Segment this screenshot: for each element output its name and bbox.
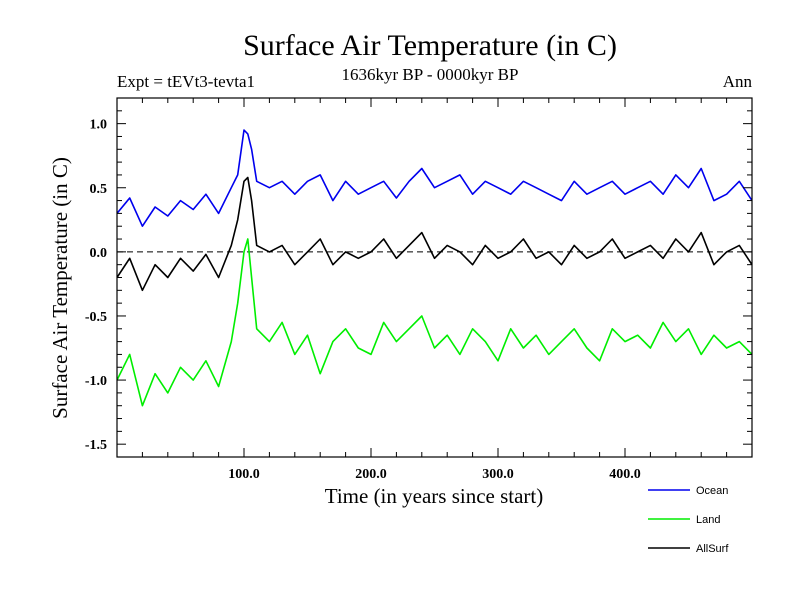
chart-subtitle-left: Expt = tEVt3-tevta1 [117,72,255,91]
x-axis-label: Time (in years since start) [325,484,544,508]
legend-label-allsurf: AllSurf [696,543,729,555]
chart-subtitle-right: Ann [723,72,753,91]
plot-frame [116,97,753,458]
y-tick-label: -0.5 [85,310,107,325]
y-tick-label: 1.0 [90,118,108,133]
chart-title: Surface Air Temperature (in C) [243,29,617,62]
legend-label-land: Land [696,514,720,526]
series-line-land [117,238,752,407]
series-line-ocean [117,129,752,227]
plot-area: 100.0 200.0 300.0 400.0 1.0 0.5 0.0 -0.5 -1.0 -1.… [85,97,753,482]
x-tick-label: 100.0 [228,467,260,482]
x-tick-label: 200.0 [355,467,387,482]
x-tick-label: 300.0 [482,467,514,482]
y-tick-label: 0.0 [90,246,108,261]
legend-label-ocean: Ocean [696,485,728,497]
x-tick-label: 400.0 [609,467,641,482]
y-tick-label: -1.5 [85,438,107,453]
y-tick-label: -1.0 [85,374,107,389]
series-line-allsurf [117,176,752,292]
y-axis-label: Surface Air Temperature (in C) [48,157,72,419]
y-tick-label: 0.5 [90,182,108,197]
chart-subtitle-center: 1636kyr BP - 0000kyr BP [342,65,519,84]
legend: Ocean Land AllSurf [648,485,729,555]
